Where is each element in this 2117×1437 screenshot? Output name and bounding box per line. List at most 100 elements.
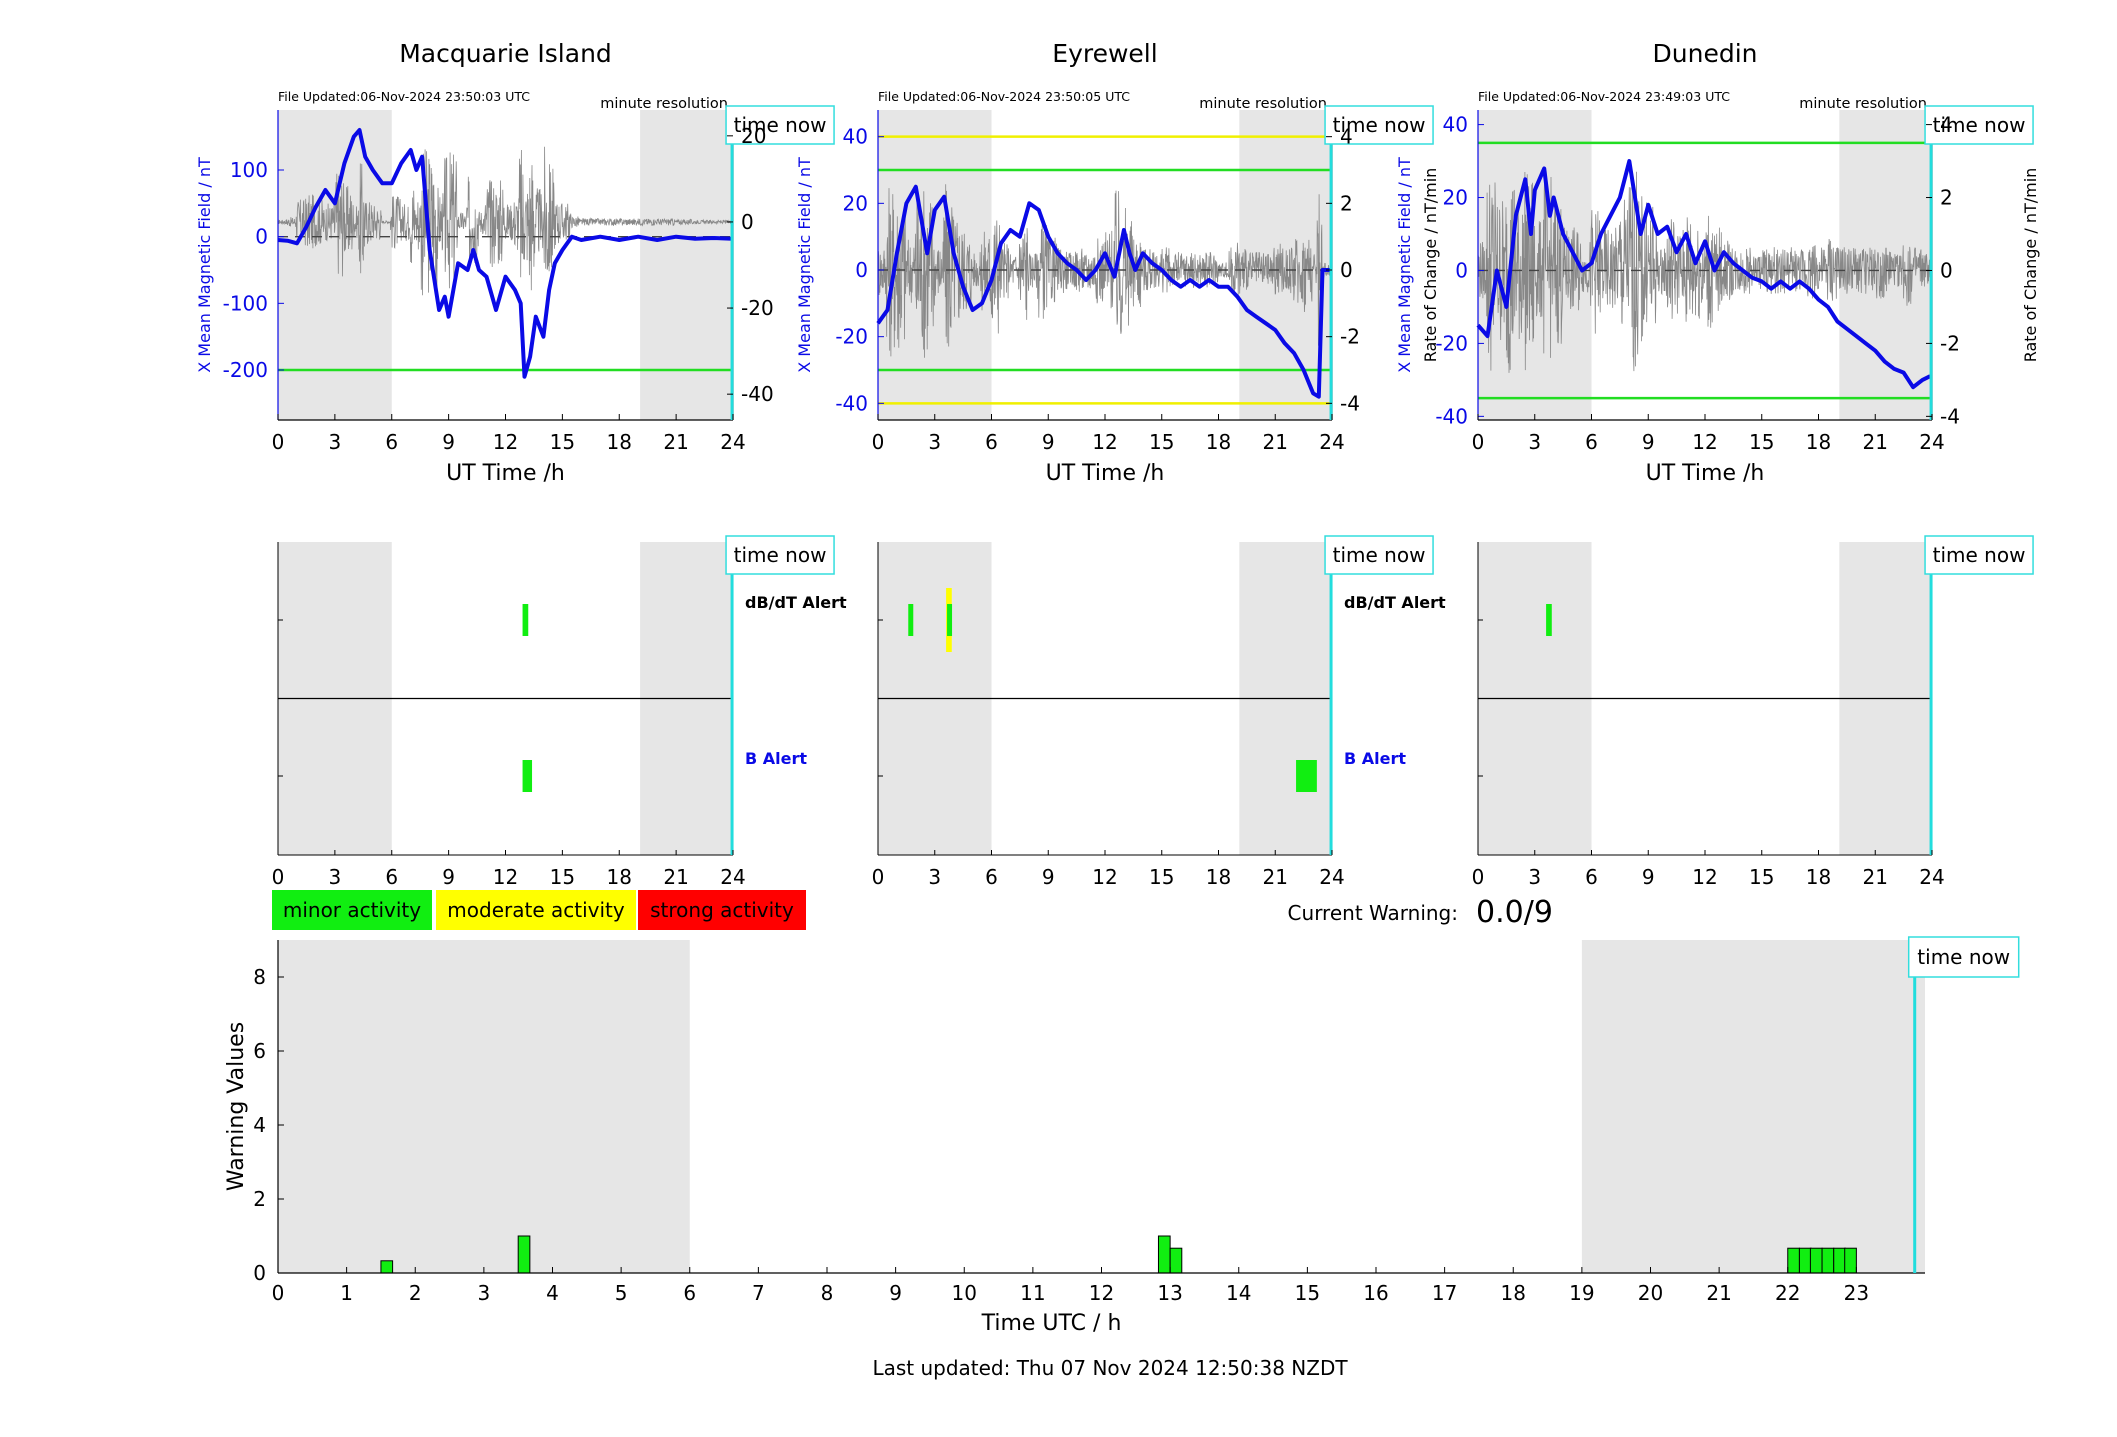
x-tick-label: 21 <box>1263 430 1288 454</box>
y-axis-label: X Mean Magnetic Field / nT <box>195 157 214 373</box>
x-tick-label: 9 <box>442 865 455 889</box>
alert-panel-1: time now dB/dT Alert B Alert 0 3 6 9 12 15 18 21 24 <box>872 535 1446 889</box>
x-tick-label: 15 <box>1749 430 1774 454</box>
file-updated-label: File Updated:06-Nov-2024 23:50:03 UTC <box>278 89 530 104</box>
legend-moderate-swatch <box>436 890 636 930</box>
y-axis-label: X Mean Magnetic Field / nT <box>795 157 814 373</box>
x-tick-label: 24 <box>1319 430 1344 454</box>
station-field-panels: Macquarie Island File Updated:06-Nov-2024… <box>195 39 2040 486</box>
x-axis-label: Time UTC / h <box>981 1311 1122 1336</box>
x-tick-label: 0 <box>272 865 285 889</box>
x-tick-label: 9 <box>442 430 455 454</box>
y-tick-label: 100 <box>230 158 268 182</box>
x-tick-label: 3 <box>329 430 342 454</box>
time-now-box <box>725 105 835 145</box>
rate-of-change-line <box>1477 170 1931 373</box>
legend-moderate-label: moderate activity <box>447 898 625 922</box>
x-tick-label: 9 <box>1042 865 1055 889</box>
right-y-axis-label: Rate of Change / nT/min <box>1421 168 1440 363</box>
time-now-box <box>1324 105 1434 145</box>
x-tick-label: 21 <box>1706 1281 1731 1305</box>
resolution-label: minute resolution <box>1799 96 1927 112</box>
x-tick-label: 3 <box>928 865 941 889</box>
station-panel-0: Macquarie Island File Updated:06-Nov-2024… <box>195 39 835 486</box>
file-updated-label: File Updated:06-Nov-2024 23:50:05 UTC <box>878 89 1130 104</box>
y-tick-label: 20 <box>843 191 868 215</box>
x-tick-label: 0 <box>1472 430 1485 454</box>
y-tick-label: -100 <box>223 291 268 315</box>
x-tick-label: 24 <box>1319 865 1344 889</box>
x-tick-label: 8 <box>821 1281 834 1305</box>
warning-bar <box>517 1235 531 1274</box>
x-tick-label: 18 <box>1806 865 1831 889</box>
x-tick-label: 23 <box>1844 1281 1869 1305</box>
time-now-label: time now <box>734 543 827 567</box>
x-tick-label: 3 <box>1528 430 1541 454</box>
x-tick-label: 1 <box>340 1281 353 1305</box>
station-title: Eyrewell <box>1052 39 1157 68</box>
activity-legend: minor activity moderate activity strong … <box>272 890 1553 930</box>
right-y-tick-label: 0 <box>741 210 754 234</box>
legend-minor-swatch <box>272 890 432 930</box>
x-tick-label: 6 <box>985 865 998 889</box>
warning-bar <box>1169 1247 1183 1274</box>
mean-field-line <box>277 128 733 379</box>
x-tick-label: 12 <box>1692 865 1717 889</box>
x-tick-label: 24 <box>1919 430 1944 454</box>
x-tick-label: 15 <box>550 865 575 889</box>
b-alert-label: B Alert <box>1344 749 1406 768</box>
x-tick-label: 19 <box>1569 1281 1594 1305</box>
x-tick-label: 5 <box>615 1281 628 1305</box>
x-tick-label: 15 <box>1749 865 1774 889</box>
time-now-label: time now <box>1933 113 2026 137</box>
warning-bar <box>1157 1235 1171 1274</box>
x-tick-label: 0 <box>272 430 285 454</box>
resolution-label: minute resolution <box>1199 96 1327 112</box>
x-tick-label: 24 <box>720 865 745 889</box>
x-tick-label: 15 <box>1149 865 1174 889</box>
y-tick-label: 40 <box>1443 113 1468 137</box>
x-tick-label: 18 <box>1501 1281 1526 1305</box>
x-tick-label: 21 <box>663 430 688 454</box>
y-tick-label: 0 <box>855 258 868 282</box>
night-shading <box>278 110 392 420</box>
x-tick-label: 12 <box>1092 430 1117 454</box>
y-tick-label: 2 <box>253 1187 266 1211</box>
x-tick-label: 18 <box>1206 865 1231 889</box>
x-tick-label: 20 <box>1638 1281 1663 1305</box>
y-tick-label: -40 <box>835 391 868 415</box>
y-tick-label: 0 <box>253 1261 266 1285</box>
x-tick-label: 6 <box>385 865 398 889</box>
legend-minor-label: minor activity <box>283 898 421 922</box>
dbdt-alert-bar <box>908 604 914 636</box>
night-shading <box>640 110 733 420</box>
time-now-label: time now <box>734 113 827 137</box>
b-alert-label: B Alert <box>745 749 807 768</box>
x-tick-label: 6 <box>683 1281 696 1305</box>
time-now-label: time now <box>1917 945 2010 969</box>
x-tick-label: 12 <box>493 430 518 454</box>
time-now-box <box>1924 105 2034 145</box>
right-y-tick-label: 4 <box>1340 125 1353 149</box>
y-tick-label: 4 <box>253 1113 266 1137</box>
right-y-tick-label: 2 <box>1340 191 1353 215</box>
time-now-box <box>1924 535 2034 575</box>
x-tick-label: 4 <box>546 1281 559 1305</box>
right-y-tick-label: -2 <box>1940 331 1960 355</box>
time-now-label: time now <box>1333 543 1426 567</box>
y-tick-label: 0 <box>1455 258 1468 282</box>
x-tick-label: 10 <box>952 1281 977 1305</box>
x-tick-label: 3 <box>478 1281 491 1305</box>
last-updated: Last updated: Thu 07 Nov 2024 12:50:38 N… <box>872 1356 1348 1380</box>
right-y-tick-label: -4 <box>1340 391 1360 415</box>
x-tick-label: 0 <box>872 865 885 889</box>
x-tick-label: 24 <box>1919 865 1944 889</box>
x-tick-label: 3 <box>928 430 941 454</box>
b-alert-bar <box>522 760 533 792</box>
station-alert-panels: time now dB/dT Alert B Alert 0 3 6 9 12 15 18 21 24… <box>272 535 2034 889</box>
dbdt-alert-bar <box>947 604 953 636</box>
rate-of-change-line <box>277 146 733 296</box>
y-tick-label: -20 <box>835 325 868 349</box>
time-now-box <box>1324 535 1434 575</box>
